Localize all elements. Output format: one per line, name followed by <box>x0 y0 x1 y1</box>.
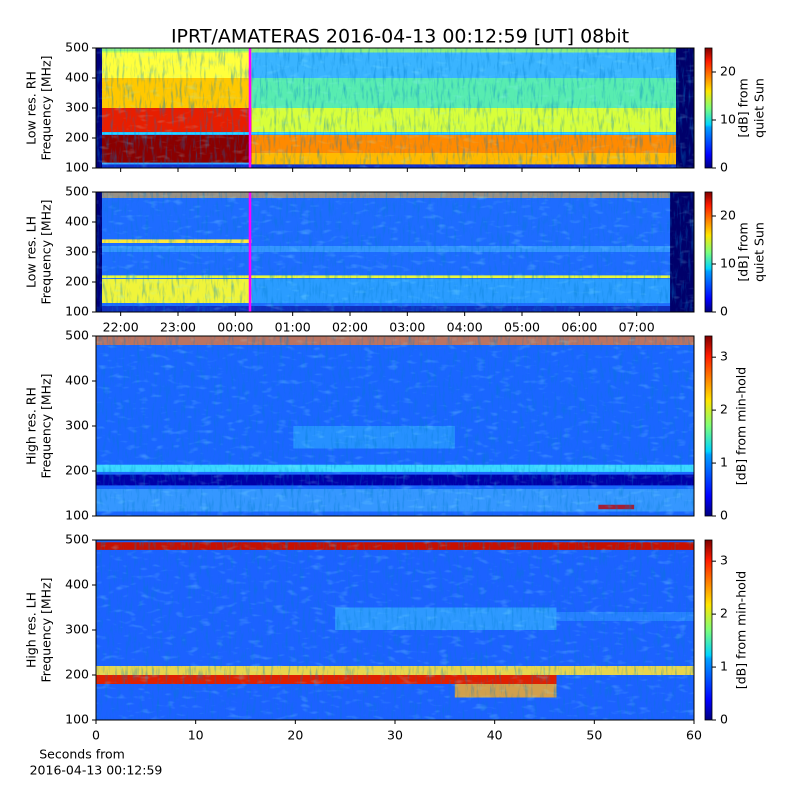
colorbar-label: [dB] from <box>736 222 751 281</box>
x-tick-label: 30 <box>387 728 403 743</box>
colorbar-tick-label: 2 <box>720 606 728 621</box>
colorbar-tick-label: 1 <box>720 455 728 470</box>
y-tick-label: 500 <box>65 184 89 199</box>
colorbar-tick-label: 20 <box>720 64 736 79</box>
y-tick-label: 100 <box>65 712 89 727</box>
colorbar-label: quiet Sun <box>752 78 767 138</box>
x-tick-label: 02:00 <box>332 320 368 335</box>
x-tick-label: 0 <box>92 728 100 743</box>
colorbar-tick-label: 3 <box>720 553 728 568</box>
x-axis-label: Seconds from <box>39 747 125 762</box>
y-tick-label: 500 <box>65 40 89 55</box>
colorbar <box>704 47 713 169</box>
colorbar-tick-label: 2 <box>720 402 728 417</box>
y-tick-label: 200 <box>65 274 89 289</box>
y-tick-label: 200 <box>65 667 89 682</box>
x-tick-label: 50 <box>586 728 602 743</box>
colorbar-label: [dB] from min-hold <box>734 571 749 689</box>
y-tick-label: 500 <box>65 328 89 343</box>
x-axis-label: 2016-04-13 00:12:59 <box>30 763 163 778</box>
y-tick-label: 200 <box>65 130 89 145</box>
y-tick-label: 400 <box>65 373 89 388</box>
colorbar-tick-label: 0 <box>720 508 728 523</box>
y-tick-label: 100 <box>65 304 89 319</box>
spectrogram-texture <box>96 540 694 720</box>
x-tick-label: 60 <box>686 728 702 743</box>
y-tick-label: 200 <box>65 463 89 478</box>
y-tick-label: 300 <box>65 622 89 637</box>
colorbar-tick-label: 1 <box>720 659 728 674</box>
x-tick-label: 22:00 <box>103 320 139 335</box>
y-tick-label: 400 <box>65 577 89 592</box>
x-tick-label: 01:00 <box>275 320 311 335</box>
x-tick-label: 23:00 <box>160 320 196 335</box>
y-axis-label: Frequency [MHz] <box>39 55 54 160</box>
y-axis-label: Frequency [MHz] <box>39 199 54 304</box>
y-tick-label: 500 <box>65 532 89 547</box>
colorbar-tick-label: 0 <box>720 304 728 319</box>
y-axis-label: High res. RH <box>24 387 39 465</box>
x-tick-label: 06:00 <box>561 320 597 335</box>
y-tick-label: 300 <box>65 244 89 259</box>
y-tick-label: 100 <box>65 508 89 523</box>
colorbar-tick-label: 0 <box>720 712 728 727</box>
x-tick-label: 03:00 <box>389 320 425 335</box>
x-tick-label: 05:00 <box>504 320 540 335</box>
colorbar-label: [dB] from min-hold <box>734 367 749 485</box>
colorbar-label: quiet Sun <box>752 222 767 282</box>
spectrogram-texture <box>96 48 694 168</box>
spectrogram-texture <box>96 192 694 312</box>
y-axis-label: Frequency [MHz] <box>39 577 54 682</box>
colorbar-tick-label: 0 <box>720 160 728 175</box>
y-axis-label: High res. LH <box>24 592 39 668</box>
colorbar-tick-label: 10 <box>720 112 736 127</box>
y-tick-label: 400 <box>65 214 89 229</box>
colorbar <box>704 191 713 313</box>
y-tick-label: 300 <box>65 100 89 115</box>
x-tick-label: 10 <box>188 728 204 743</box>
y-tick-label: 100 <box>65 160 89 175</box>
y-tick-label: 300 <box>65 418 89 433</box>
colorbar <box>704 539 713 721</box>
y-tick-label: 400 <box>65 70 89 85</box>
x-tick-label: 40 <box>487 728 503 743</box>
figure-title: IPRT/AMATERAS 2016-04-13 00:12:59 [UT] 0… <box>171 26 629 48</box>
y-axis-label: Low res. LH <box>24 216 39 288</box>
colorbar-tick-label: 10 <box>720 256 736 271</box>
panel: 100 200 300 400 500 High res. RH Frequency [MH… <box>24 328 749 523</box>
x-tick-label: 04:00 <box>447 320 483 335</box>
colorbar <box>704 335 713 517</box>
x-tick-label: 00:00 <box>217 320 253 335</box>
colorbar-tick-label: 3 <box>720 349 728 364</box>
x-tick-label: 20 <box>287 728 303 743</box>
y-axis-label: Low res. RH <box>24 71 39 145</box>
x-tick-label: 07:00 <box>619 320 655 335</box>
colorbar-tick-label: 20 <box>720 208 736 223</box>
colorbar-label: [dB] from <box>736 78 751 137</box>
y-axis-label: Frequency [MHz] <box>39 373 54 478</box>
spectrogram-texture <box>96 336 694 516</box>
